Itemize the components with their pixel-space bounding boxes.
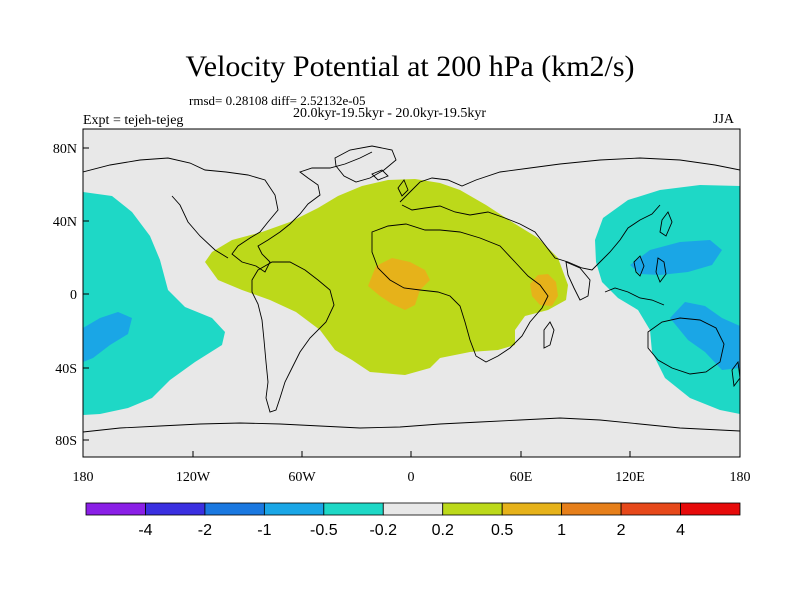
y-tick-label: 40S (55, 362, 77, 377)
colorbar: -4 -2 -1 -0.5 -0.2 0.2 0.5 1 2 4 (85, 502, 741, 539)
y-tick-label: 80S (55, 434, 77, 449)
colorbar-label: 2 (617, 522, 626, 539)
colorbar-label: -0.2 (369, 522, 397, 539)
colorbar-swatch (145, 502, 206, 516)
colorbar-swatch (561, 502, 622, 516)
period-line: 20.0kyr-19.5kyr - 20.0kyr-19.5kyr (293, 106, 487, 121)
colorbar-swatch (501, 502, 563, 516)
y-tick-label: 0 (70, 288, 77, 303)
colorbar-label: 4 (676, 522, 685, 539)
colorbar-label: -4 (138, 522, 152, 539)
season-label: JJA (713, 112, 735, 127)
x-tick-label: 60E (510, 470, 533, 485)
positive-core-africa (368, 258, 430, 310)
x-tick-label: 180 (73, 470, 94, 485)
colorbar-label: 0.5 (491, 522, 513, 539)
colorbar-swatch (382, 502, 444, 516)
colorbar-label: -0.5 (310, 522, 338, 539)
y-tick-label: 80N (53, 142, 77, 157)
colorbar-swatch (680, 502, 741, 516)
colorbar-swatch (620, 502, 681, 516)
map-title: Velocity Potential at 200 hPa (km2/s) (185, 50, 635, 83)
x-tick-label: 180 (730, 470, 751, 485)
colorbar-swatch (85, 502, 146, 516)
colorbar-label: 1 (557, 522, 566, 539)
colorbar-swatch (323, 502, 384, 516)
experiment-label: Expt = tejeh-tejeg (83, 113, 184, 128)
colorbar-label: -2 (198, 522, 212, 539)
negative-region-west (83, 192, 225, 415)
coastlines (83, 145, 740, 433)
colorbar-label: 0.2 (432, 522, 454, 539)
colorbar-swatch (204, 502, 265, 516)
colorbar-swatch (263, 502, 325, 516)
x-tick-label: 60W (288, 470, 316, 485)
colorbar-swatch (442, 502, 503, 516)
colorbar-label: -1 (257, 522, 271, 539)
y-tick-label: 40N (53, 215, 77, 230)
contour-field (83, 129, 740, 457)
axis-ticks (82, 147, 741, 457)
x-tick-label: 120W (176, 470, 211, 485)
negative-core-east-1 (630, 240, 722, 275)
negative-core-west (83, 312, 132, 362)
x-tick-label: 120E (615, 470, 645, 485)
stats-line: rmsd= 0.28108 diff= 2.52132e-05 (189, 93, 366, 108)
x-tick-label: 0 (408, 470, 415, 485)
